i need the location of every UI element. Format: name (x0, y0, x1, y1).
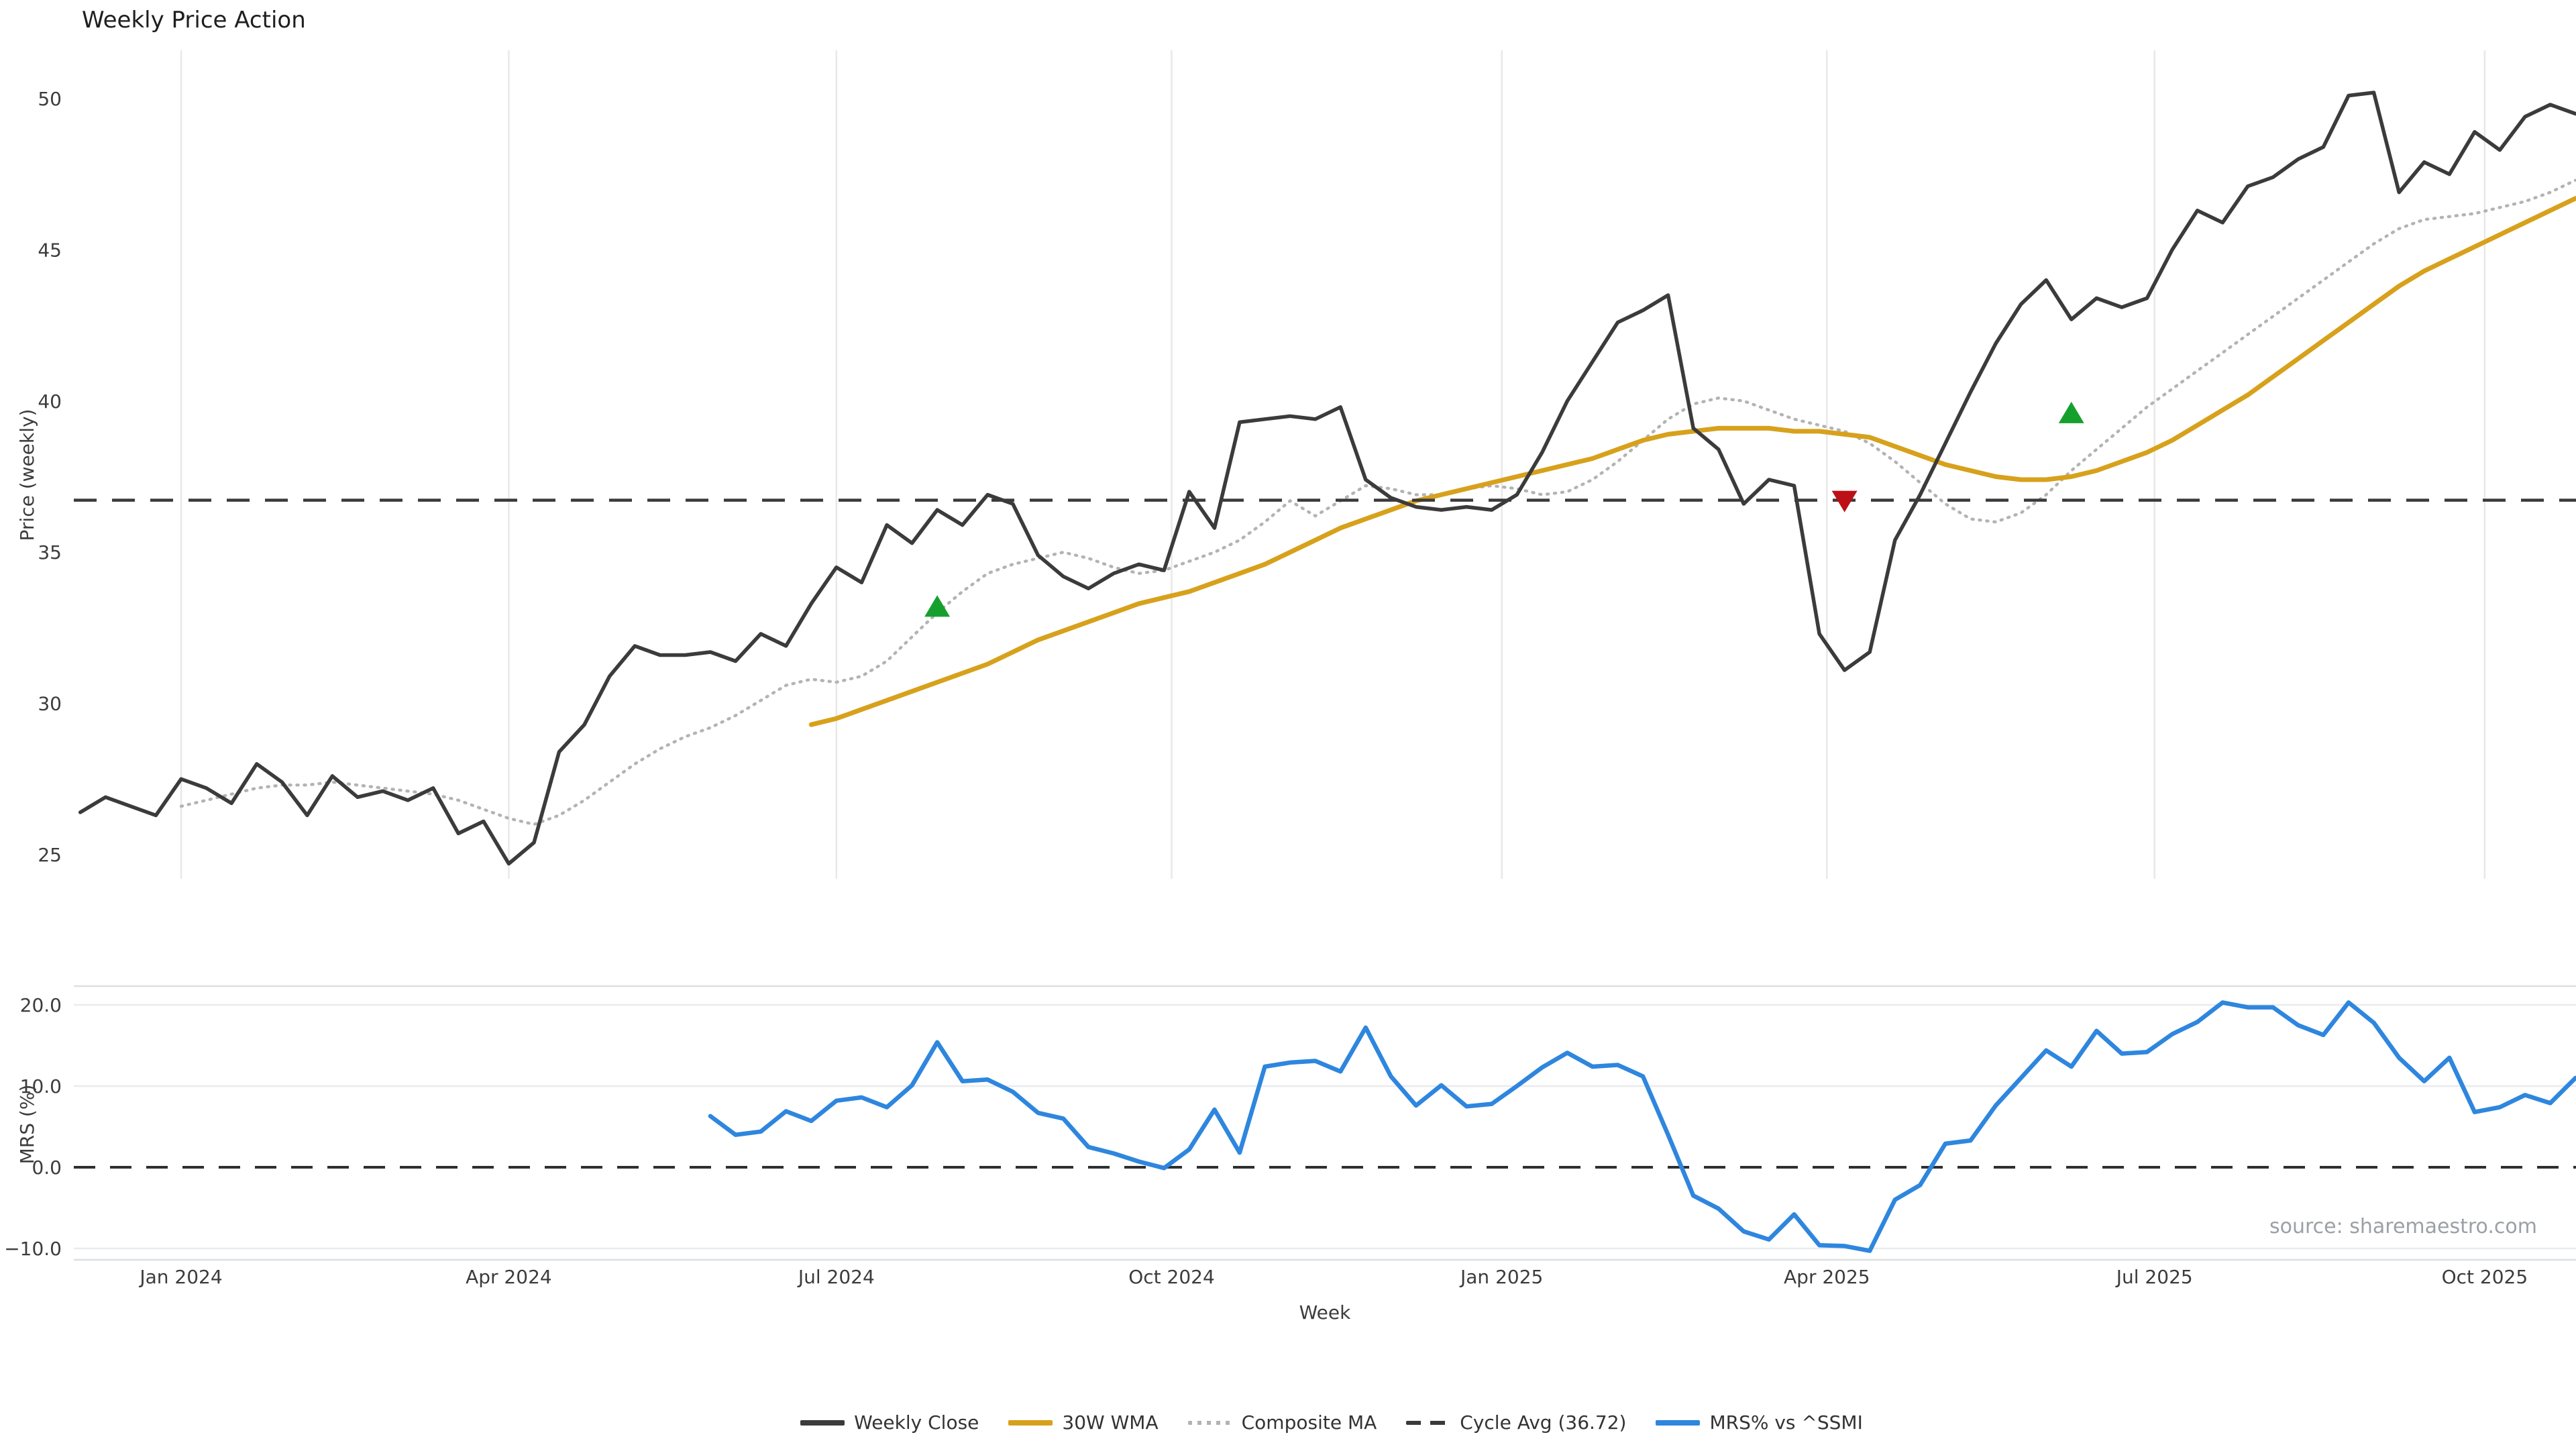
price-y-axis-title: Price (weekly) (16, 409, 38, 541)
price-y-tick-label: 25 (38, 844, 62, 866)
x-tick-label: Oct 2025 (2442, 1266, 2528, 1288)
signal-markers (924, 401, 2084, 617)
legend-swatch-dotted (1187, 1420, 1232, 1425)
mrs-y-tick-label: −10.0 (4, 1238, 62, 1260)
legend-label: 30W WMA (1062, 1411, 1159, 1434)
x-tick-label: Jul 2024 (797, 1266, 875, 1288)
mrs-panel-gridlines (74, 985, 2576, 1261)
legend-label: MRS% vs ^SSMI (1709, 1411, 1863, 1434)
x-tick-label: Jan 2025 (1459, 1266, 1543, 1288)
price-y-tick-label: 45 (38, 239, 62, 261)
legend-swatch-solid (1008, 1419, 1053, 1426)
legend-label: Weekly Close (854, 1411, 979, 1434)
sell-signal-triangle-down-icon (1831, 490, 1858, 513)
x-axis-title: Week (1299, 1301, 1351, 1324)
price-y-tick-label: 50 (38, 88, 62, 110)
legend-label: Composite MA (1241, 1411, 1377, 1434)
x-tick-label: Oct 2024 (1128, 1266, 1215, 1288)
price-y-tick-label: 40 (38, 390, 62, 413)
legend-item-30w-wma: 30W WMA (1008, 1411, 1159, 1434)
legend-swatch-dashed (1406, 1420, 1451, 1425)
legend-item-weekly-close: Weekly Close (800, 1411, 979, 1434)
mrs-y-tick-label: 10.0 (20, 1075, 62, 1097)
series-mrs (708, 1000, 2576, 1253)
x-tick-label: Jan 2024 (138, 1266, 222, 1288)
mrs-y-tick-label: 0.0 (32, 1157, 62, 1179)
x-tick-label: Apr 2024 (466, 1266, 552, 1288)
price-y-tick-label: 35 (38, 541, 62, 564)
chart-series (74, 91, 2576, 1253)
legend-label: Cycle Avg (36.72) (1460, 1411, 1627, 1434)
mrs-y-tick-label: 20.0 (20, 994, 62, 1016)
series-30w-wma (808, 196, 2576, 727)
price-panel-gridlines (180, 50, 2486, 879)
chart-title: Weekly Price Action (82, 7, 306, 34)
mrs-y-axis-title: MRS (%) (16, 1085, 38, 1165)
price-y-tick-label: 30 (38, 693, 62, 715)
series-composite-ma (179, 178, 2576, 826)
legend-swatch-solid (800, 1419, 845, 1426)
buy-signal-triangle-up-icon (924, 595, 951, 617)
buy-signal-triangle-up-icon (2058, 401, 2084, 423)
legend-item-cycle-avg-36-72: Cycle Avg (36.72) (1406, 1411, 1626, 1434)
legend-item-composite-ma: Composite MA (1187, 1411, 1377, 1434)
series-weekly-close (78, 91, 2576, 866)
source-attribution: source: sharemaestro.com (2269, 1215, 2537, 1238)
legend-item-mrs-vs-ssmi: MRS% vs ^SSMI (1656, 1411, 1863, 1434)
x-tick-label: Apr 2025 (1784, 1266, 1870, 1288)
x-tick-label: Jul 2025 (2115, 1266, 2193, 1288)
tick-labels: 50 45 40 35 30 25 20.0 10.0 0.0 −10.0 Jan 2024 Apr … (4, 88, 2528, 1288)
legend-swatch-solid (1656, 1419, 1701, 1426)
legend: Weekly Close 30W WMA Composite MA Cycle Avg… (0, 1411, 2576, 1434)
